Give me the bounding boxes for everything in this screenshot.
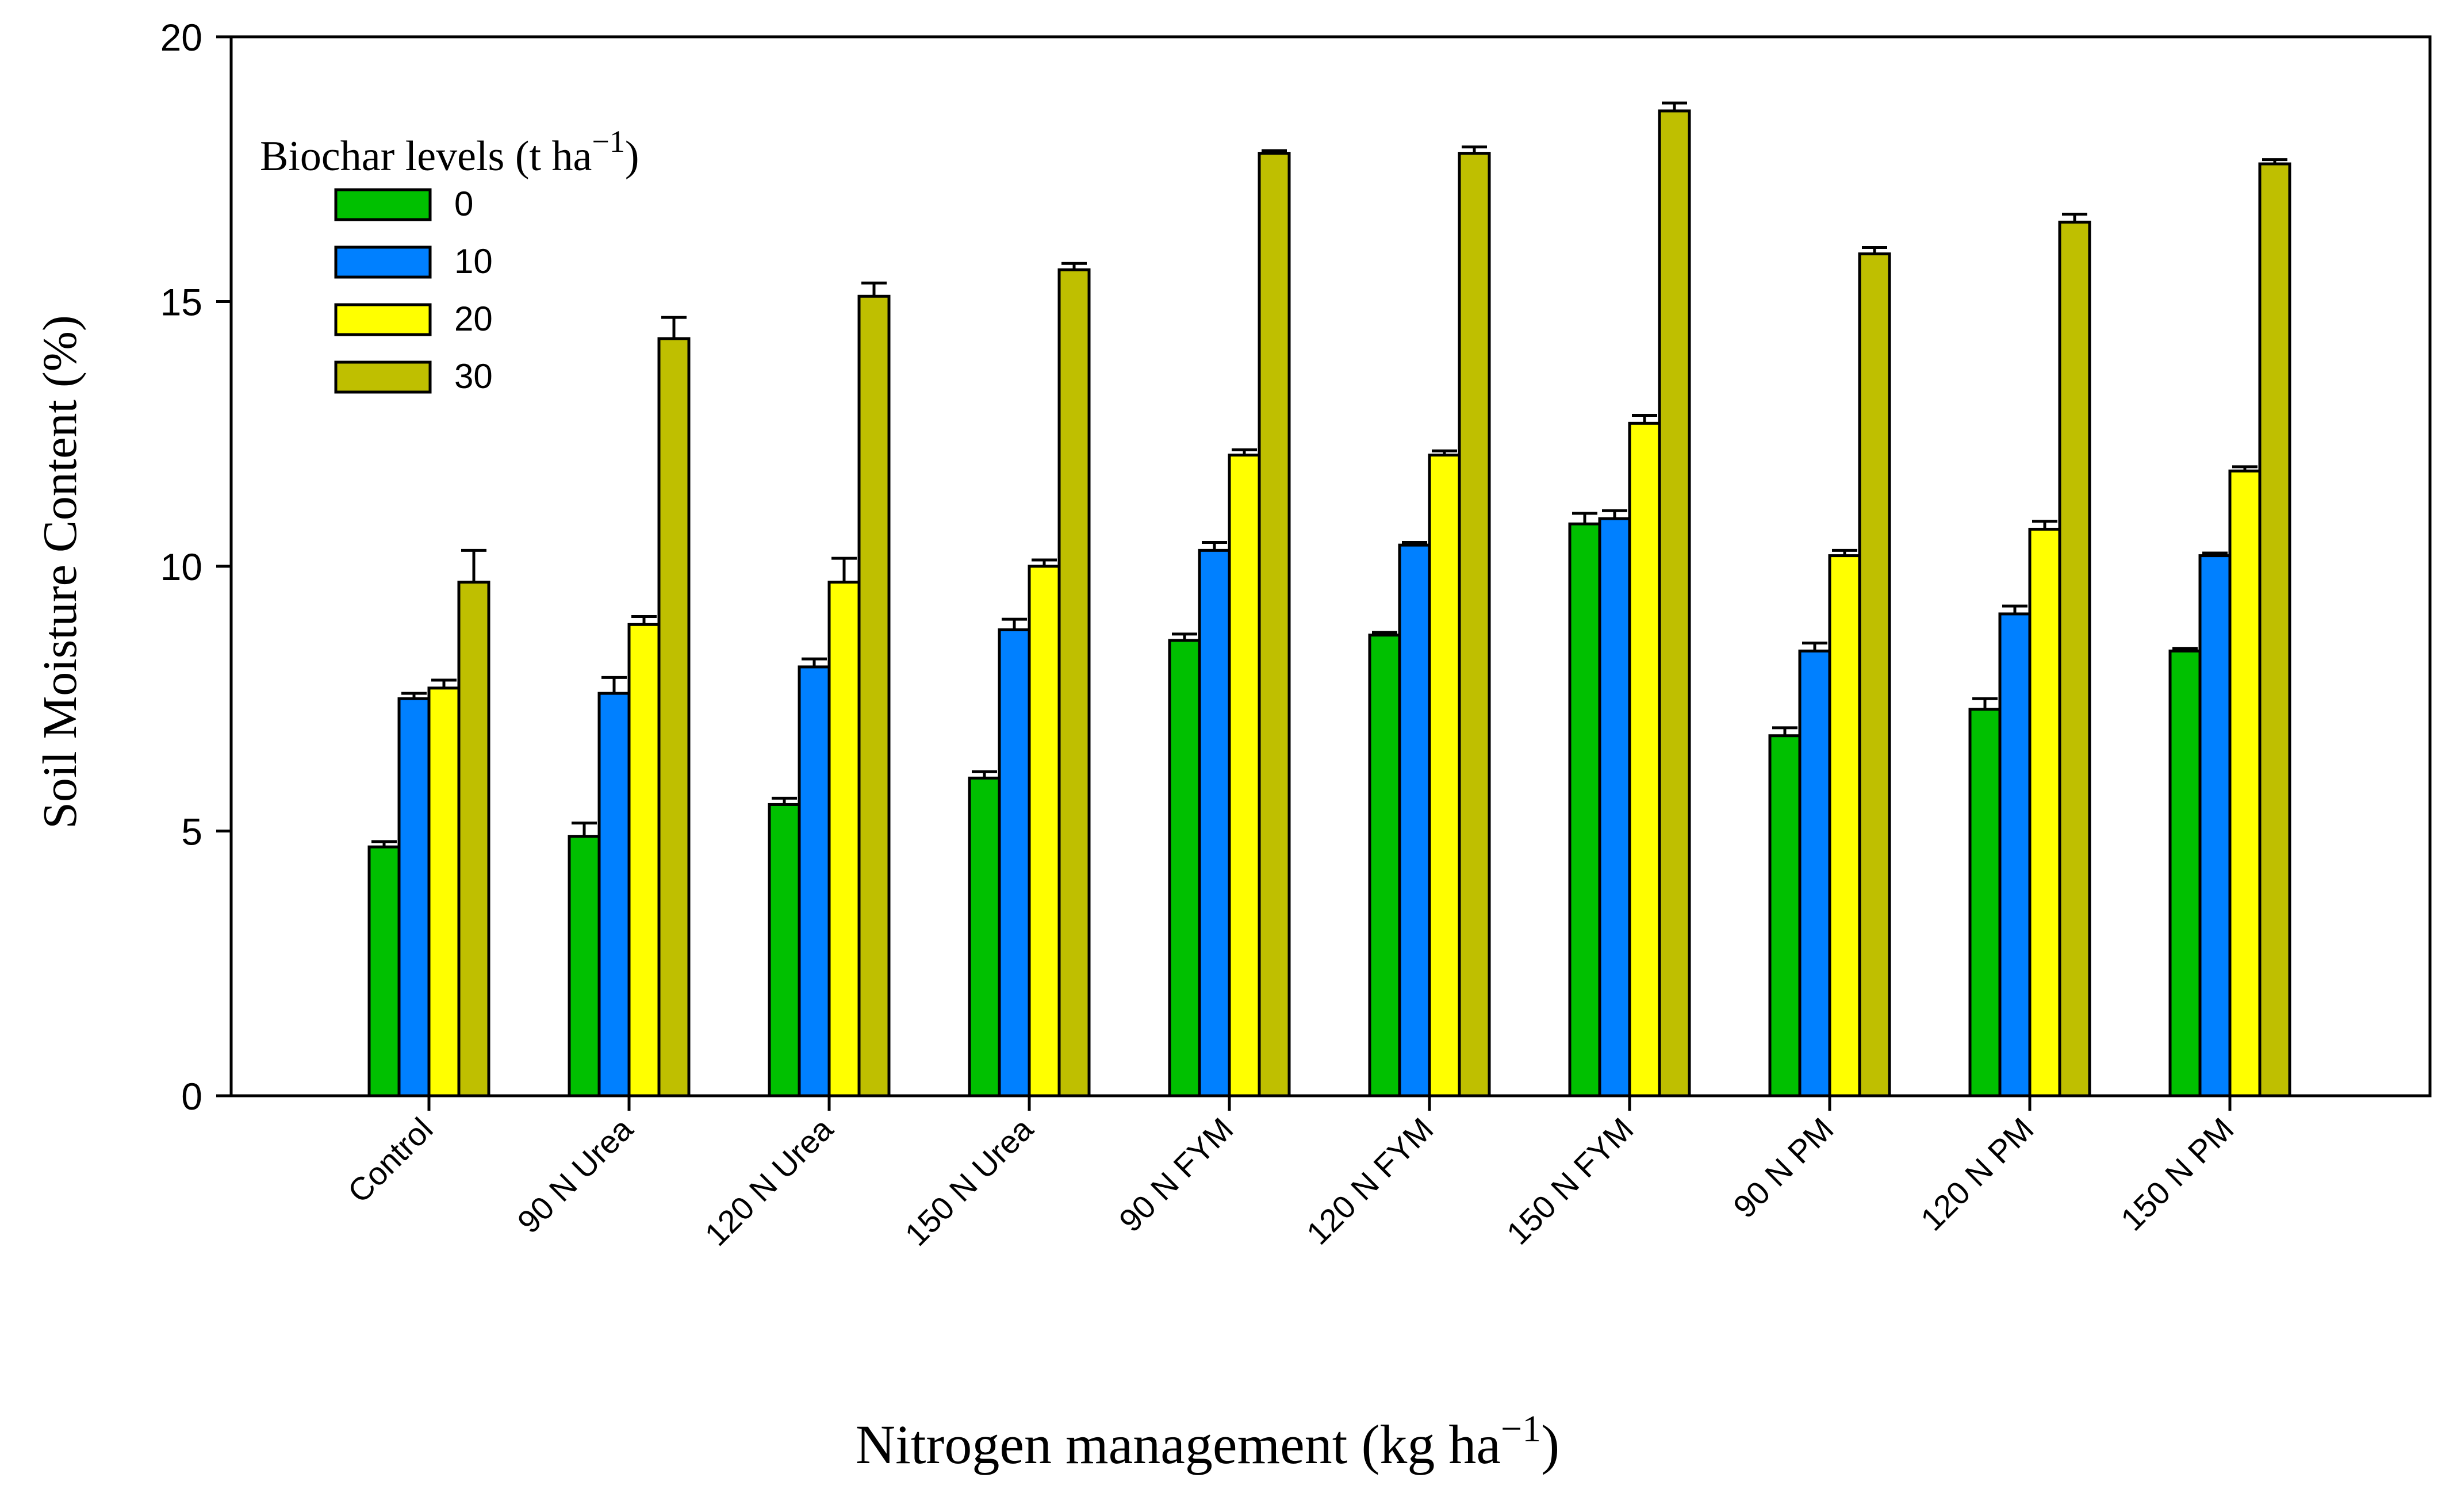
bar bbox=[427, 686, 461, 1097]
bar bbox=[1598, 517, 1631, 1097]
legend-swatch bbox=[334, 360, 432, 394]
bar bbox=[1168, 639, 1201, 1097]
bar bbox=[2228, 469, 2262, 1097]
bar bbox=[627, 623, 661, 1097]
bar bbox=[1428, 454, 1461, 1097]
bar bbox=[1658, 109, 1691, 1097]
legend: Biochar levels (t ha−1) 0 10 20 30 bbox=[260, 124, 639, 396]
x-axis-label: Nitrogen management (kg ha−1) bbox=[856, 1408, 1559, 1475]
bar bbox=[2028, 528, 2061, 1097]
bar bbox=[998, 628, 1031, 1097]
x-tick-label: 90 N PM bbox=[1726, 1111, 1841, 1225]
x-tick-label: Control bbox=[340, 1111, 439, 1210]
legend-label: 0 bbox=[454, 185, 473, 223]
y-axis-label: Soil Moisture Content (%) bbox=[33, 315, 87, 829]
bar bbox=[1258, 152, 1291, 1097]
x-tick-label: 120 N FYM bbox=[1300, 1111, 1440, 1252]
bar bbox=[768, 803, 801, 1097]
legend-label: 30 bbox=[454, 357, 493, 396]
x-tick-label: 150 N PM bbox=[2114, 1111, 2241, 1238]
x-tick-label: 150 N Urea bbox=[898, 1110, 1040, 1253]
x-axis-label-text: Nitrogen management (kg ha bbox=[856, 1414, 1501, 1475]
plot-frame bbox=[229, 35, 2432, 1097]
bar bbox=[1828, 554, 1861, 1097]
bar bbox=[1628, 421, 1661, 1097]
bar bbox=[827, 581, 861, 1097]
x-tick-label: 120 N PM bbox=[1914, 1111, 2041, 1238]
bar bbox=[2258, 162, 2291, 1097]
bar bbox=[1228, 454, 1261, 1097]
bar bbox=[657, 337, 691, 1097]
y-tick-label: 20 bbox=[160, 16, 202, 59]
bar bbox=[367, 845, 401, 1097]
y-tick-label: 0 bbox=[181, 1075, 202, 1118]
bar bbox=[2168, 649, 2202, 1097]
x-tick-label: 90 N Urea bbox=[510, 1110, 640, 1240]
y-tick-label: 5 bbox=[181, 811, 202, 853]
bar bbox=[968, 776, 1001, 1097]
x-tick-label: 90 N FYM bbox=[1112, 1111, 1240, 1239]
bar bbox=[397, 697, 431, 1097]
legend-swatch bbox=[334, 188, 432, 221]
legend-swatch bbox=[334, 245, 432, 279]
y-tick-label: 15 bbox=[160, 281, 202, 324]
x-axis-label-superscript: −1 bbox=[1501, 1408, 1541, 1450]
x-tick-label: 120 N Urea bbox=[697, 1110, 840, 1253]
bar bbox=[1768, 734, 1802, 1097]
bar bbox=[1798, 649, 1831, 1097]
bar bbox=[1998, 612, 2032, 1097]
bar bbox=[1398, 543, 1431, 1097]
legend-title-superscript: −1 bbox=[592, 124, 624, 159]
bar bbox=[1968, 708, 2002, 1097]
x-axis-label-close: ) bbox=[1541, 1414, 1559, 1475]
x-tick-label: 150 N FYM bbox=[1500, 1111, 1641, 1252]
bar bbox=[1028, 565, 1061, 1097]
bar bbox=[798, 665, 831, 1097]
bar bbox=[1368, 634, 1401, 1097]
y-tick-label: 10 bbox=[160, 546, 202, 588]
bar bbox=[2058, 220, 2091, 1097]
bar bbox=[857, 294, 891, 1097]
legend-title: Biochar levels (t ha−1) bbox=[260, 124, 639, 180]
legend-label: 20 bbox=[454, 300, 493, 338]
bar bbox=[568, 835, 601, 1097]
legend-title-text: Biochar levels (t ha bbox=[260, 133, 592, 180]
bar bbox=[1458, 152, 1491, 1097]
plot-area: Control 90 N Urea 120 N Urea 150 N Urea 90 N… bbox=[160, 16, 2432, 1253]
legend-title-close: ) bbox=[625, 133, 639, 180]
bar bbox=[2198, 554, 2232, 1097]
legend-label: 10 bbox=[454, 242, 493, 281]
bar bbox=[457, 581, 490, 1097]
bar bbox=[1858, 252, 1891, 1097]
bar bbox=[1568, 522, 1601, 1097]
legend-swatch bbox=[334, 303, 432, 336]
bar bbox=[1198, 548, 1231, 1097]
bar bbox=[1057, 268, 1091, 1097]
bar bbox=[597, 692, 631, 1097]
